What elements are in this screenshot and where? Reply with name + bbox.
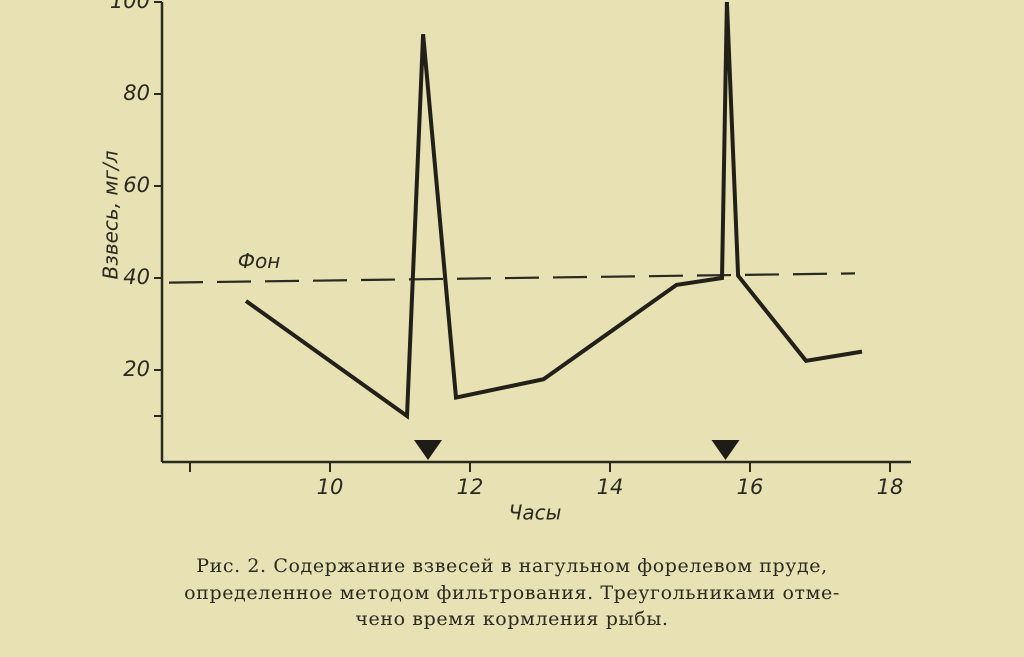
x-tick-label: 10: [317, 475, 344, 499]
x-axis-title: Часы: [509, 501, 562, 525]
y-axis-title: Взвесь, мг/л: [99, 150, 123, 279]
background-label: Фон: [238, 249, 281, 273]
caption-line: определенное методом фильтрования. Треуг…: [184, 582, 840, 604]
y-tick-label: 60: [123, 173, 150, 197]
y-tick-label: 40: [123, 265, 150, 289]
data-line: [244, 1, 863, 420]
x-tick-label: 14: [597, 475, 624, 499]
caption-line: Рис. 2. Содержание взвесей в нагульном ф…: [196, 555, 828, 577]
y-tick-label: 80: [123, 81, 150, 105]
y-tick-label: 20: [123, 357, 150, 381]
x-tick-label: 12: [457, 475, 484, 499]
x-tick-label: 18: [877, 475, 904, 499]
background-line: [168, 272, 856, 284]
feeding-marker: [414, 440, 442, 460]
x-tick-label: 16: [737, 475, 764, 499]
feeding-marker: [711, 440, 740, 460]
y-tick-label: 100: [110, 0, 150, 13]
caption-line: чено время кормления рыбы.: [355, 608, 668, 630]
